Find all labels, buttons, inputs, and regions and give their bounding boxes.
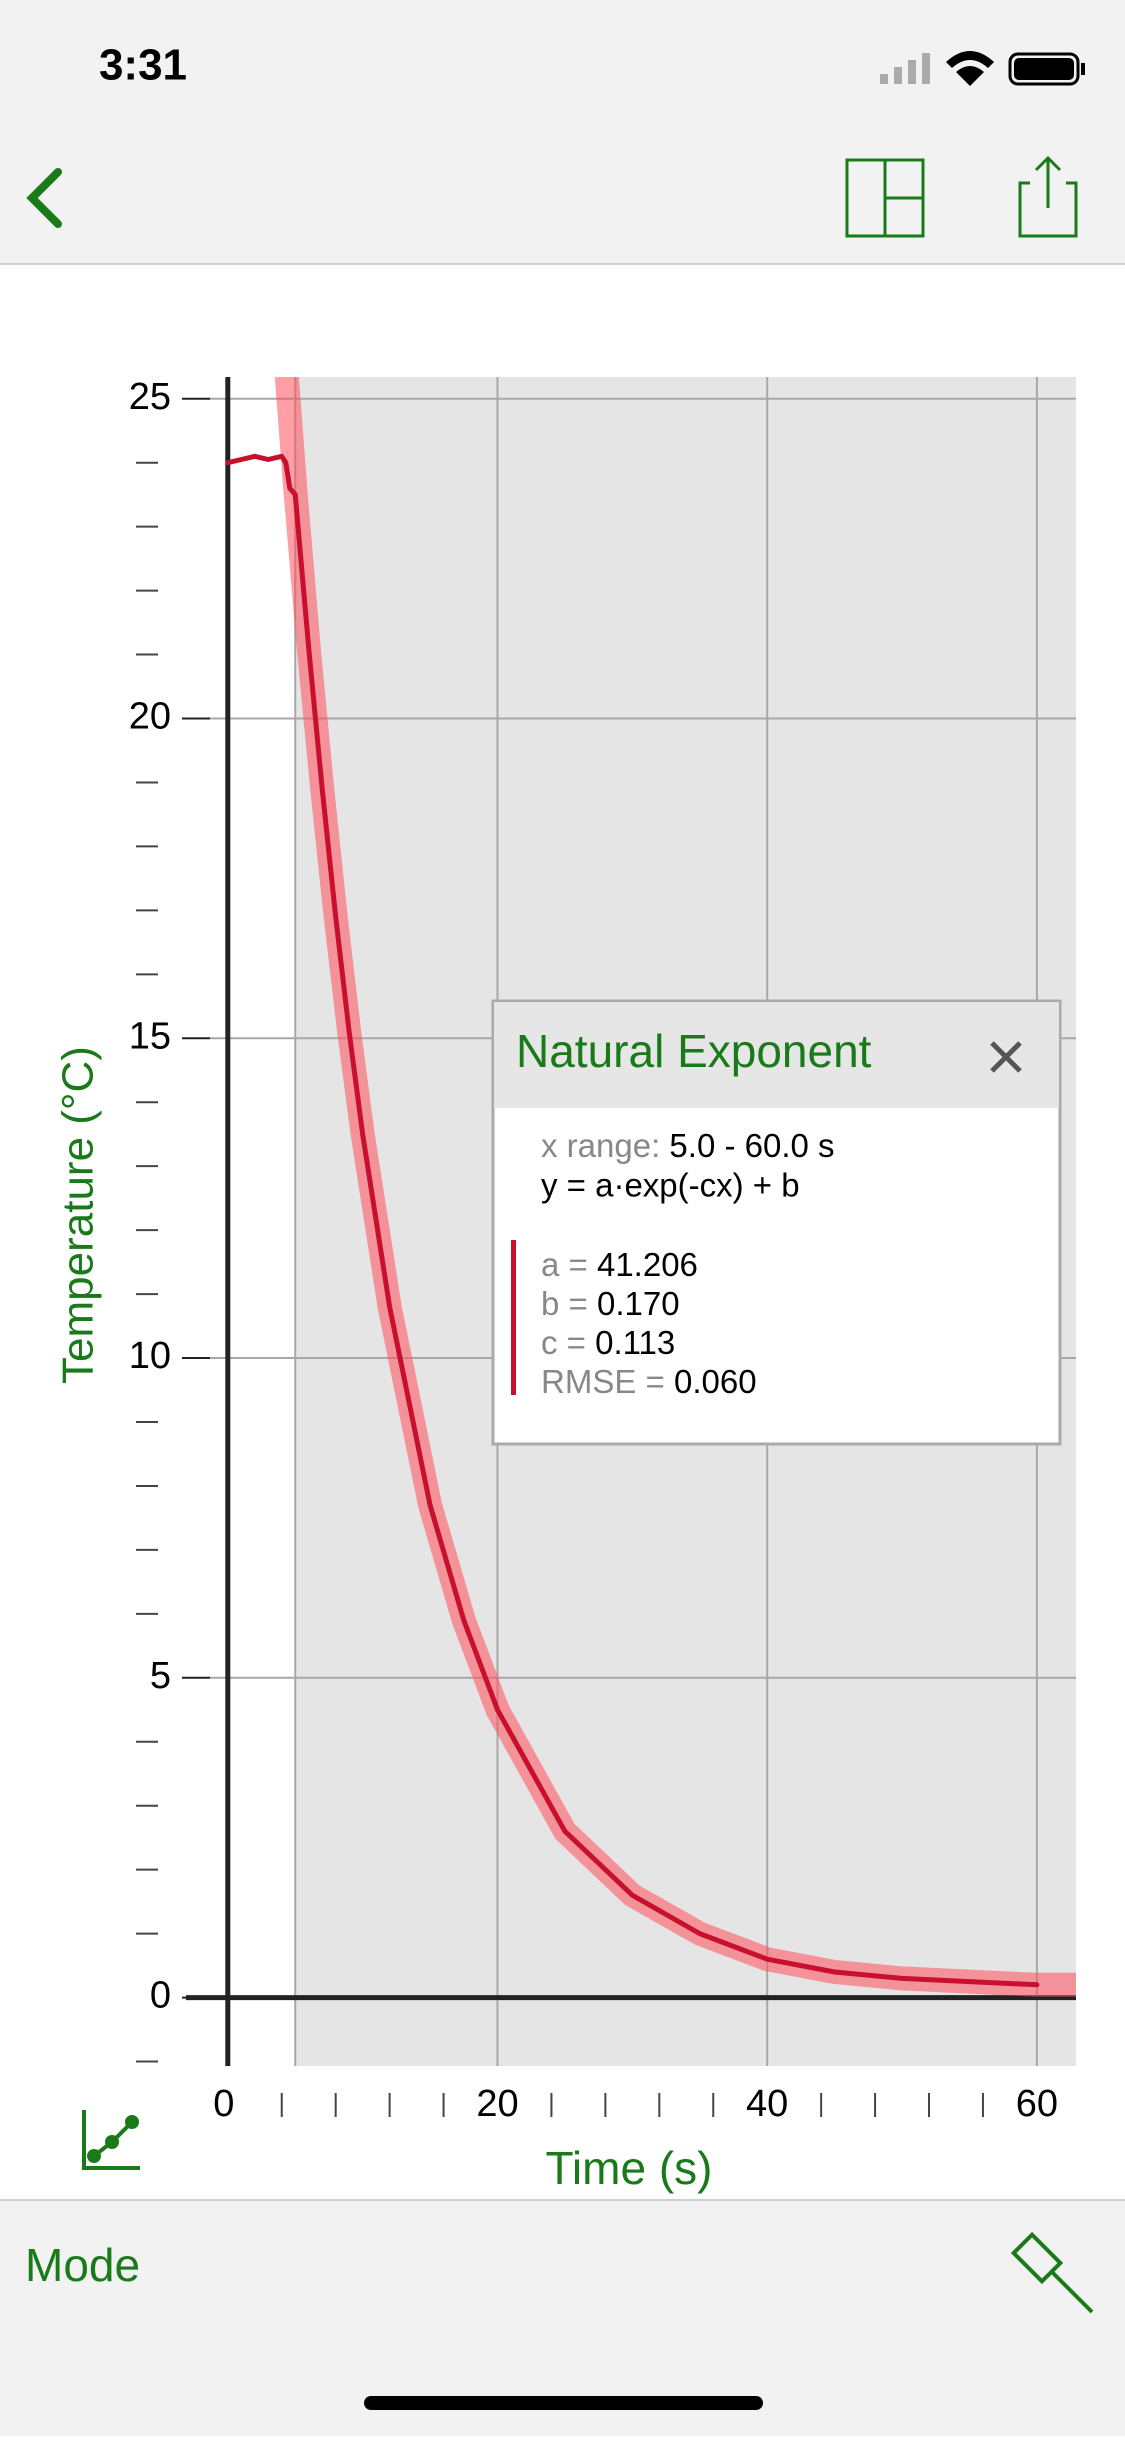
x-axis-label: Time (s) bbox=[546, 2142, 713, 2194]
param-value: 0.060 bbox=[674, 1363, 757, 1400]
y-tick-label: 20 bbox=[129, 696, 171, 738]
probe-button[interactable] bbox=[1010, 2231, 1094, 2314]
range-label: x range: bbox=[541, 1127, 660, 1164]
top-bar bbox=[0, 0, 1125, 264]
fit-popup: Natural Exponent x range: 5.0 - 60.0 s y… bbox=[491, 999, 1062, 1446]
x-tick-label: 20 bbox=[476, 2083, 518, 2125]
status-icons bbox=[880, 51, 1085, 86]
param-label: c = bbox=[541, 1324, 586, 1361]
range-value: 5.0 - 60.0 s bbox=[669, 1127, 834, 1164]
y-tick-label: 15 bbox=[129, 1015, 171, 1057]
share-button[interactable] bbox=[1018, 155, 1078, 238]
range-line: x range: 5.0 - 60.0 s bbox=[541, 1127, 835, 1164]
graph-button[interactable] bbox=[82, 2110, 140, 2170]
fit-param: b = 0.170 bbox=[541, 1285, 680, 1322]
x-tick-label: 0 bbox=[213, 2083, 234, 2125]
param-value: 0.170 bbox=[597, 1285, 680, 1322]
status-time: 3:31 bbox=[99, 41, 187, 90]
y-tick-label: 10 bbox=[129, 1335, 171, 1377]
popup-title: Natural Exponent bbox=[516, 1025, 872, 1077]
home-indicator bbox=[364, 2396, 763, 2410]
x-tick-label: 60 bbox=[1016, 2083, 1058, 2125]
param-label: a = bbox=[541, 1246, 588, 1283]
y-tick-label: 5 bbox=[150, 1655, 171, 1697]
fit-param: a = 41.206 bbox=[541, 1246, 698, 1283]
x-tick-label: 40 bbox=[746, 2083, 788, 2125]
fit-color-bar bbox=[511, 1240, 516, 1395]
param-value: 41.206 bbox=[597, 1246, 698, 1283]
y-tick-label: 0 bbox=[150, 1975, 171, 2017]
back-button[interactable] bbox=[26, 168, 62, 228]
mode-button[interactable]: Mode bbox=[25, 2239, 140, 2291]
param-label: RMSE = bbox=[541, 1363, 665, 1400]
y-axis-label: Temperature (°C) bbox=[54, 1046, 103, 1384]
param-value: 0.113 bbox=[595, 1324, 675, 1361]
fit-param: RMSE = 0.060 bbox=[541, 1363, 757, 1400]
layout-button[interactable] bbox=[845, 158, 925, 238]
fit-param: c = 0.113 bbox=[541, 1324, 675, 1361]
equation: y = a·exp(-cx) + b bbox=[541, 1167, 800, 1204]
param-label: b = bbox=[541, 1285, 588, 1322]
y-tick-label: 25 bbox=[129, 376, 171, 418]
close-button[interactable] bbox=[990, 1041, 1022, 1073]
data-line bbox=[225, 453, 1040, 1988]
